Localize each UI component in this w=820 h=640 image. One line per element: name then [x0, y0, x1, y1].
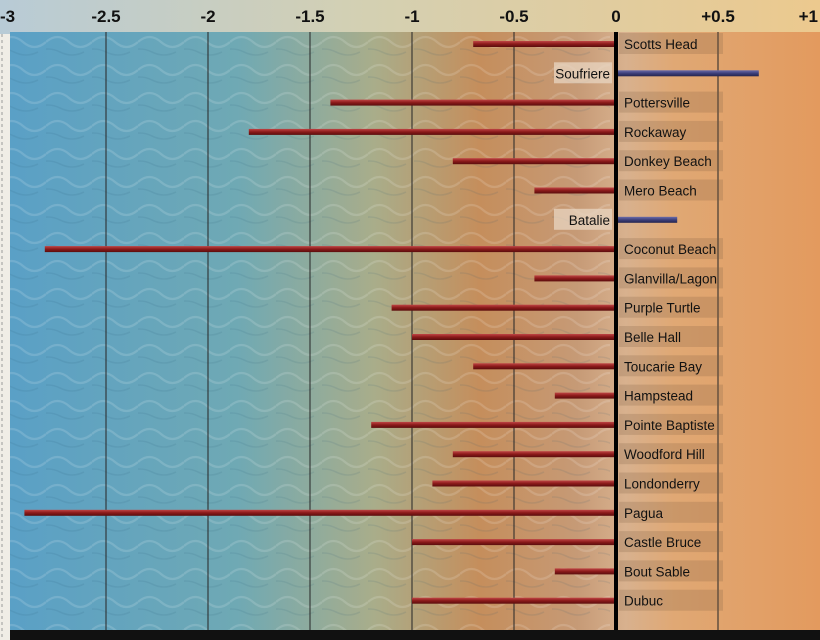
label-backdrop: [619, 33, 723, 54]
site-label-purple-turtle: Purple Turtle: [624, 301, 701, 316]
site-label-scotts-head: Scotts Head: [624, 37, 698, 52]
site-label-donkey-beach: Donkey Beach: [624, 154, 712, 169]
label-backdrop: [619, 560, 723, 582]
site-label-soufriere: Soufriere: [555, 66, 610, 81]
label-backdrop: [554, 62, 612, 84]
bar-batalie: [616, 216, 678, 223]
site-label-londonderry: Londonderry: [624, 477, 700, 492]
site-label-dubuc: Dubuc: [624, 594, 663, 609]
label-backdrop: [619, 120, 723, 142]
label-backdrop: [619, 150, 723, 172]
bar-purple-turtle: [391, 304, 616, 311]
bars: [24, 41, 759, 604]
x-tick-label: 0: [611, 7, 620, 26]
label-backdrop: [619, 443, 723, 465]
x-tick-label: +0.5: [701, 7, 735, 26]
site-label-pagua: Pagua: [624, 506, 664, 521]
bar-scotts-head: [473, 41, 616, 47]
bar-mero-beach: [534, 187, 616, 194]
label-backdrop: [619, 355, 723, 377]
site-label-rockaway: Rockaway: [624, 125, 687, 140]
bottom-band: [10, 630, 820, 640]
site-label-pottersville: Pottersville: [624, 96, 690, 111]
label-backdrop: [619, 413, 723, 435]
label-backdrop: [619, 238, 723, 260]
bar-bout-sable: [554, 568, 616, 575]
site-label-castle-bruce: Castle Bruce: [624, 535, 701, 550]
bar-londonderry: [432, 480, 616, 487]
bar-glanvilla-lagon: [534, 275, 616, 282]
site-label-glanvilla-lagon: Glanvilla/Lagon: [624, 271, 717, 286]
bar-coconut-beach: [44, 246, 617, 253]
label-backdrop: [619, 472, 723, 494]
x-tick-label: +1: [799, 7, 818, 26]
site-label-woodford-hill: Woodford Hill: [624, 447, 705, 462]
site-label-pointe-baptiste: Pointe Baptiste: [624, 418, 715, 433]
x-tick-label: -0.5: [499, 7, 528, 26]
site-labels: Scotts Head Soufriere Pottersville Rockaway…: [554, 33, 723, 611]
left-margin: [0, 34, 10, 640]
site-label-belle-hall: Belle Hall: [624, 330, 681, 345]
bar-pointe-baptiste: [371, 421, 616, 428]
x-tick-label: -1: [404, 7, 419, 26]
label-backdrop: [619, 531, 723, 553]
site-label-toucarie-bay: Toucarie Bay: [624, 359, 702, 374]
label-backdrop: [554, 208, 612, 230]
bar-rockaway: [248, 128, 617, 135]
site-label-bout-sable: Bout Sable: [624, 564, 690, 579]
site-label-mero-beach: Mero Beach: [624, 184, 697, 199]
bar-soufriere: [616, 70, 759, 77]
label-backdrop: [619, 296, 723, 318]
bar-donkey-beach: [452, 158, 616, 165]
x-tick-label: -2: [200, 7, 215, 26]
label-backdrop: [619, 326, 723, 347]
x-axis-ticks: -3 -2.5 -2 -1.5 -1 -0.5 0 +0.5 +1: [0, 7, 818, 26]
label-backdrop: [619, 589, 723, 611]
label-backdrop: [619, 501, 723, 523]
bar-dubuc: [412, 597, 616, 604]
label-backdrop: [619, 179, 723, 201]
bar-pagua: [24, 509, 616, 516]
label-backdrop: [619, 91, 723, 113]
bar-castle-bruce: [412, 539, 616, 546]
x-tick-label: -3: [0, 7, 15, 26]
bar-hampstead: [554, 392, 616, 399]
site-label-coconut-beach: Coconut Beach: [624, 242, 716, 257]
bar-woodford-hill: [452, 451, 616, 458]
bar-toucarie-bay: [473, 363, 616, 370]
top-strip: [0, 0, 820, 34]
x-tick-label: -2.5: [91, 7, 120, 26]
label-backdrop: [619, 384, 723, 406]
label-backdrop: [619, 267, 723, 289]
bar-belle-hall: [412, 334, 616, 340]
site-label-hampstead: Hampstead: [624, 389, 693, 404]
site-label-batalie: Batalie: [569, 213, 610, 228]
bar-pottersville: [330, 99, 616, 106]
x-tick-label: -1.5: [295, 7, 324, 26]
